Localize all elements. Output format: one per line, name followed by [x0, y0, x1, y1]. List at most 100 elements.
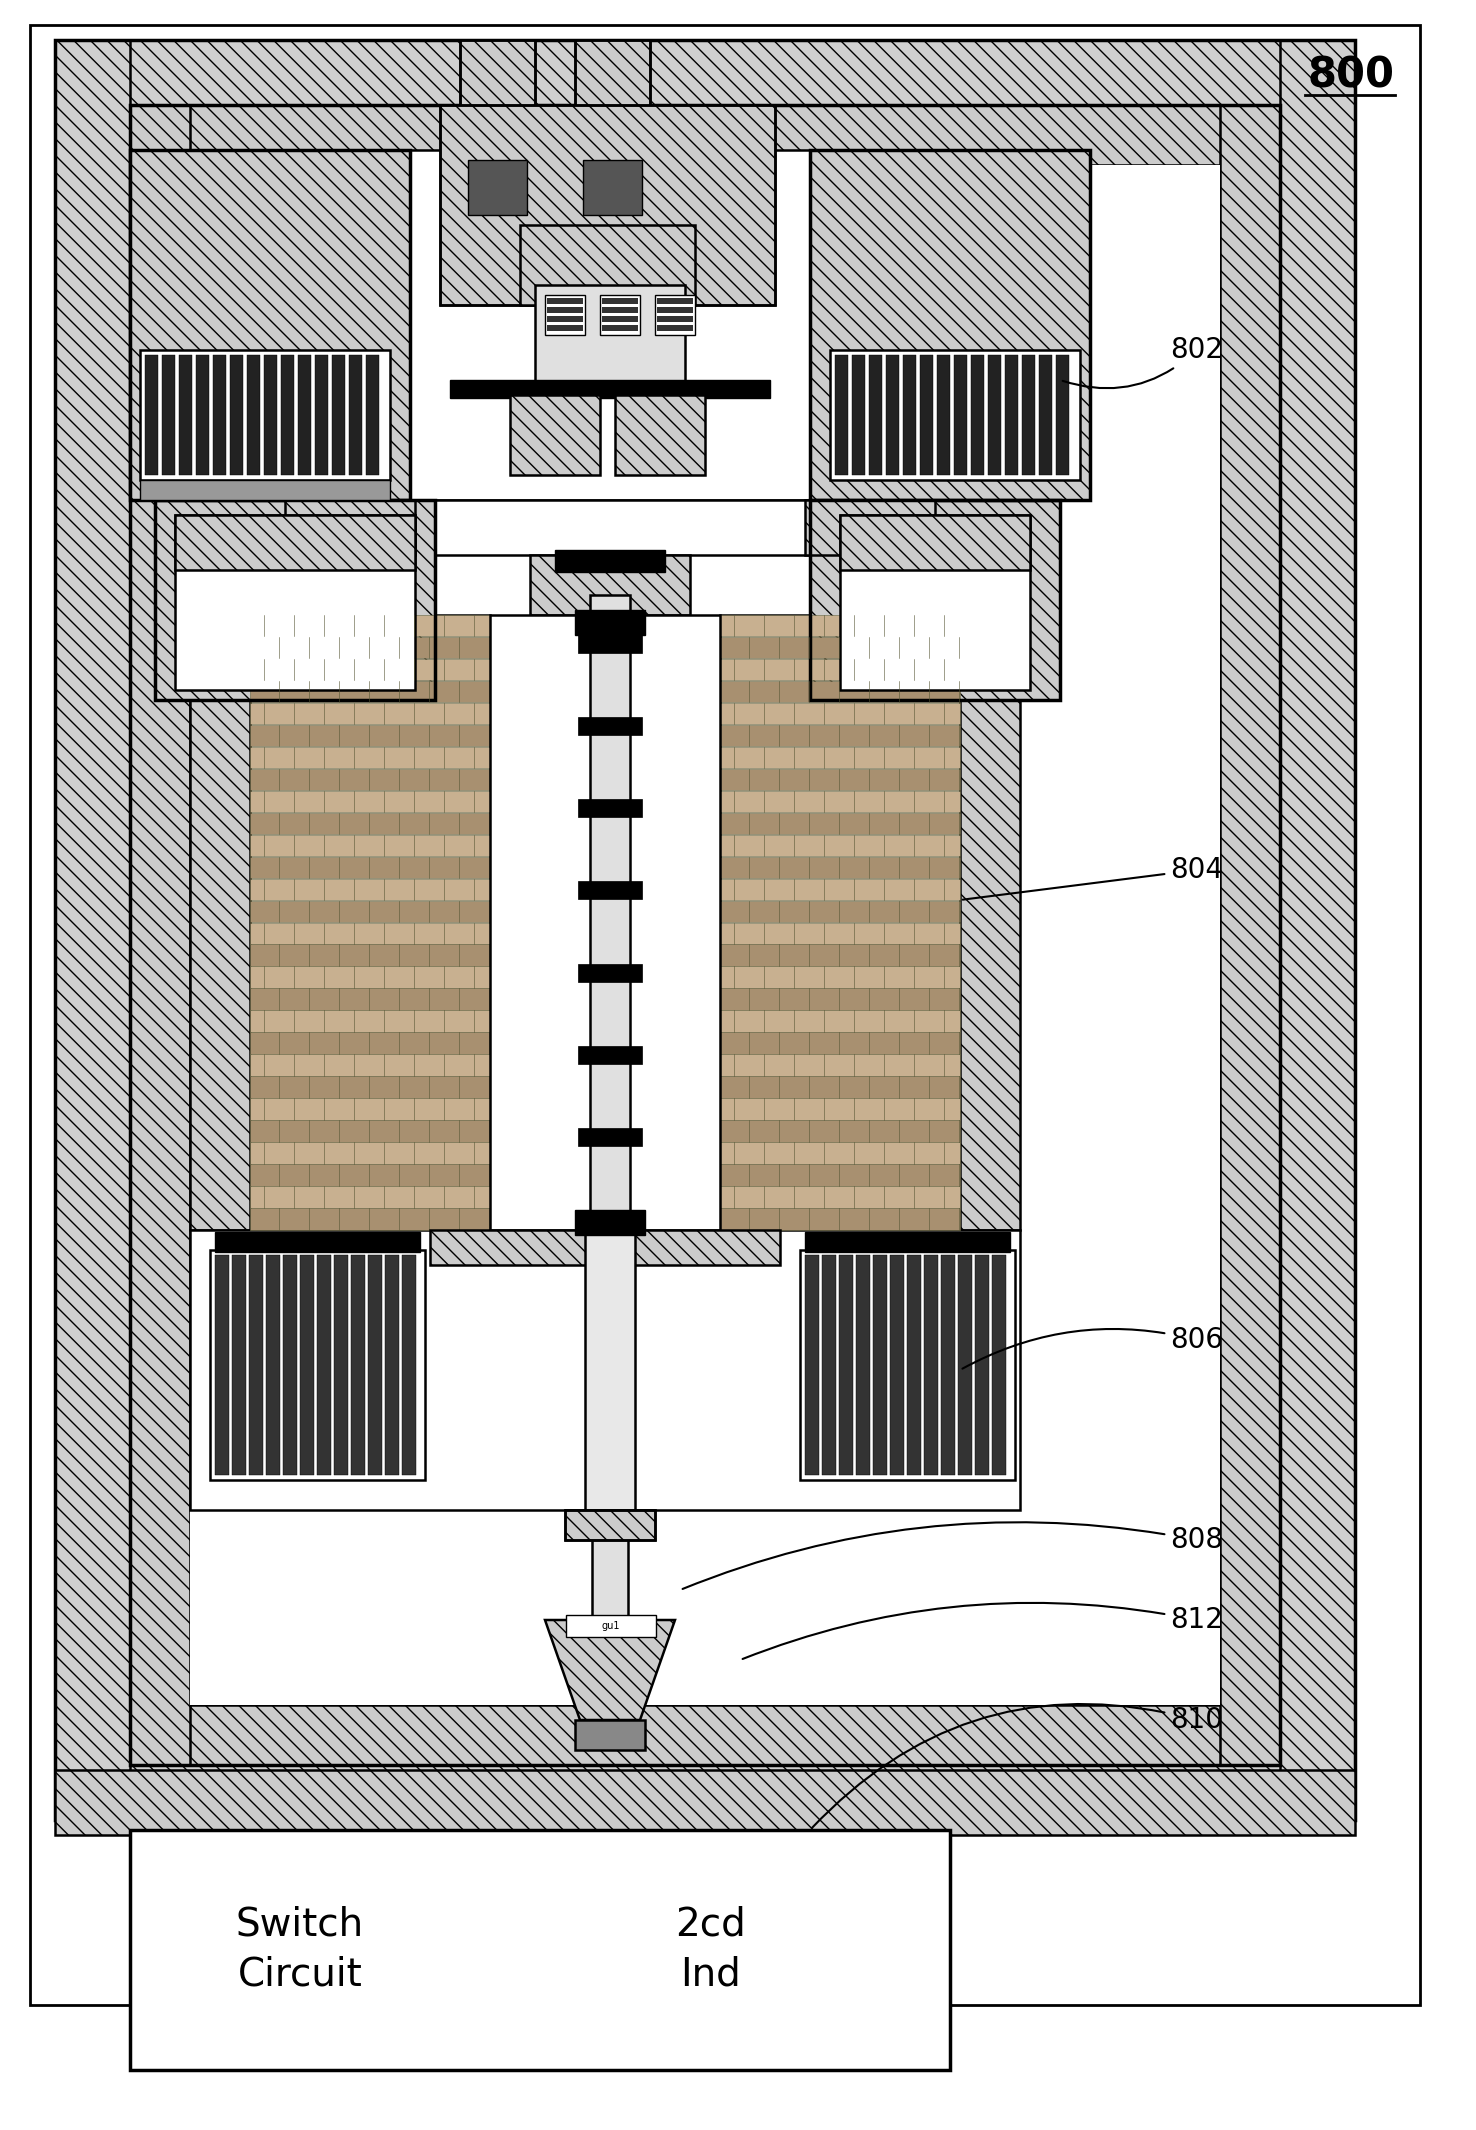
Bar	[583, 160, 642, 215]
Bar	[348, 356, 362, 475]
Bar	[190, 164, 1221, 1704]
Bar	[1021, 356, 1035, 475]
Bar	[430, 1229, 590, 1265]
Bar	[548, 298, 583, 305]
Bar	[179, 356, 192, 475]
Bar	[249, 1208, 490, 1229]
Bar	[565, 1510, 655, 1540]
Bar	[351, 1255, 365, 1474]
Bar	[720, 1099, 959, 1120]
Bar	[249, 944, 490, 965]
Bar	[545, 294, 584, 334]
Bar	[461, 40, 534, 249]
Bar	[576, 609, 645, 635]
Bar	[249, 901, 490, 922]
Bar	[720, 1076, 959, 1097]
Bar	[602, 315, 638, 322]
Bar	[720, 769, 959, 790]
Bar	[548, 307, 583, 313]
Bar	[249, 1010, 490, 1031]
Bar	[555, 550, 666, 573]
Bar	[55, 40, 1355, 1819]
Bar	[249, 790, 490, 812]
Bar	[130, 149, 410, 501]
Bar	[579, 882, 642, 899]
Bar	[810, 501, 1060, 701]
Bar	[602, 307, 638, 313]
Bar	[385, 1255, 399, 1474]
Text: 808: 808	[682, 1523, 1224, 1589]
Bar	[1005, 356, 1018, 475]
Bar	[830, 349, 1080, 479]
Bar	[246, 356, 260, 475]
Bar	[720, 616, 959, 1229]
Bar	[249, 658, 490, 679]
Bar	[130, 104, 1280, 1766]
Bar	[190, 1229, 1020, 1510]
Bar	[366, 356, 379, 475]
Bar	[840, 515, 1030, 690]
Bar	[332, 356, 345, 475]
Bar	[720, 988, 959, 1010]
Bar	[130, 1704, 1280, 1766]
Bar	[155, 501, 435, 701]
Bar	[232, 1255, 246, 1474]
Bar	[872, 1255, 887, 1474]
Bar	[804, 501, 934, 556]
Text: Switch
Circuit: Switch Circuit	[236, 1906, 365, 1994]
Bar	[720, 835, 959, 856]
Bar	[130, 1830, 951, 2070]
Bar	[576, 40, 649, 249]
Bar	[576, 1210, 645, 1235]
Bar	[720, 748, 959, 769]
Bar	[987, 356, 1001, 475]
Bar	[283, 1255, 297, 1474]
Bar	[810, 149, 1089, 501]
Bar	[971, 356, 984, 475]
Bar	[720, 682, 959, 703]
Bar	[461, 40, 534, 249]
Bar	[579, 799, 642, 818]
Bar	[886, 356, 899, 475]
Bar	[835, 356, 849, 475]
Bar	[720, 814, 959, 835]
Bar	[838, 1255, 853, 1474]
Bar	[579, 635, 642, 654]
Bar	[601, 294, 641, 334]
Bar	[145, 356, 158, 475]
Text: gu1: gu1	[602, 1621, 620, 1632]
Bar	[249, 769, 490, 790]
Bar	[903, 356, 917, 475]
Bar	[196, 356, 210, 475]
Bar	[1221, 104, 1280, 1766]
Bar	[856, 1255, 869, 1474]
Bar	[720, 1165, 959, 1186]
Bar	[942, 1255, 955, 1474]
Text: 812: 812	[742, 1604, 1224, 1659]
Bar	[548, 326, 583, 330]
Bar	[920, 356, 933, 475]
Bar	[804, 1255, 819, 1474]
Polygon shape	[545, 1621, 675, 1721]
Bar	[249, 616, 490, 1229]
Bar	[579, 1046, 642, 1063]
Bar	[215, 1231, 421, 1252]
Bar	[953, 356, 967, 475]
Bar	[548, 315, 583, 322]
Bar	[215, 1255, 229, 1474]
Bar	[249, 616, 490, 637]
Bar	[565, 1615, 655, 1638]
Bar	[190, 616, 249, 1229]
Bar	[210, 1250, 425, 1480]
Bar	[266, 1255, 280, 1474]
Bar	[176, 515, 415, 690]
Bar	[800, 1250, 1015, 1480]
Bar	[840, 515, 1030, 571]
Bar	[534, 285, 685, 386]
Bar	[280, 356, 294, 475]
Bar	[55, 40, 1355, 115]
Bar	[1280, 40, 1355, 1819]
Bar	[230, 356, 244, 475]
Bar	[55, 1770, 1355, 1836]
Bar	[720, 1054, 959, 1076]
